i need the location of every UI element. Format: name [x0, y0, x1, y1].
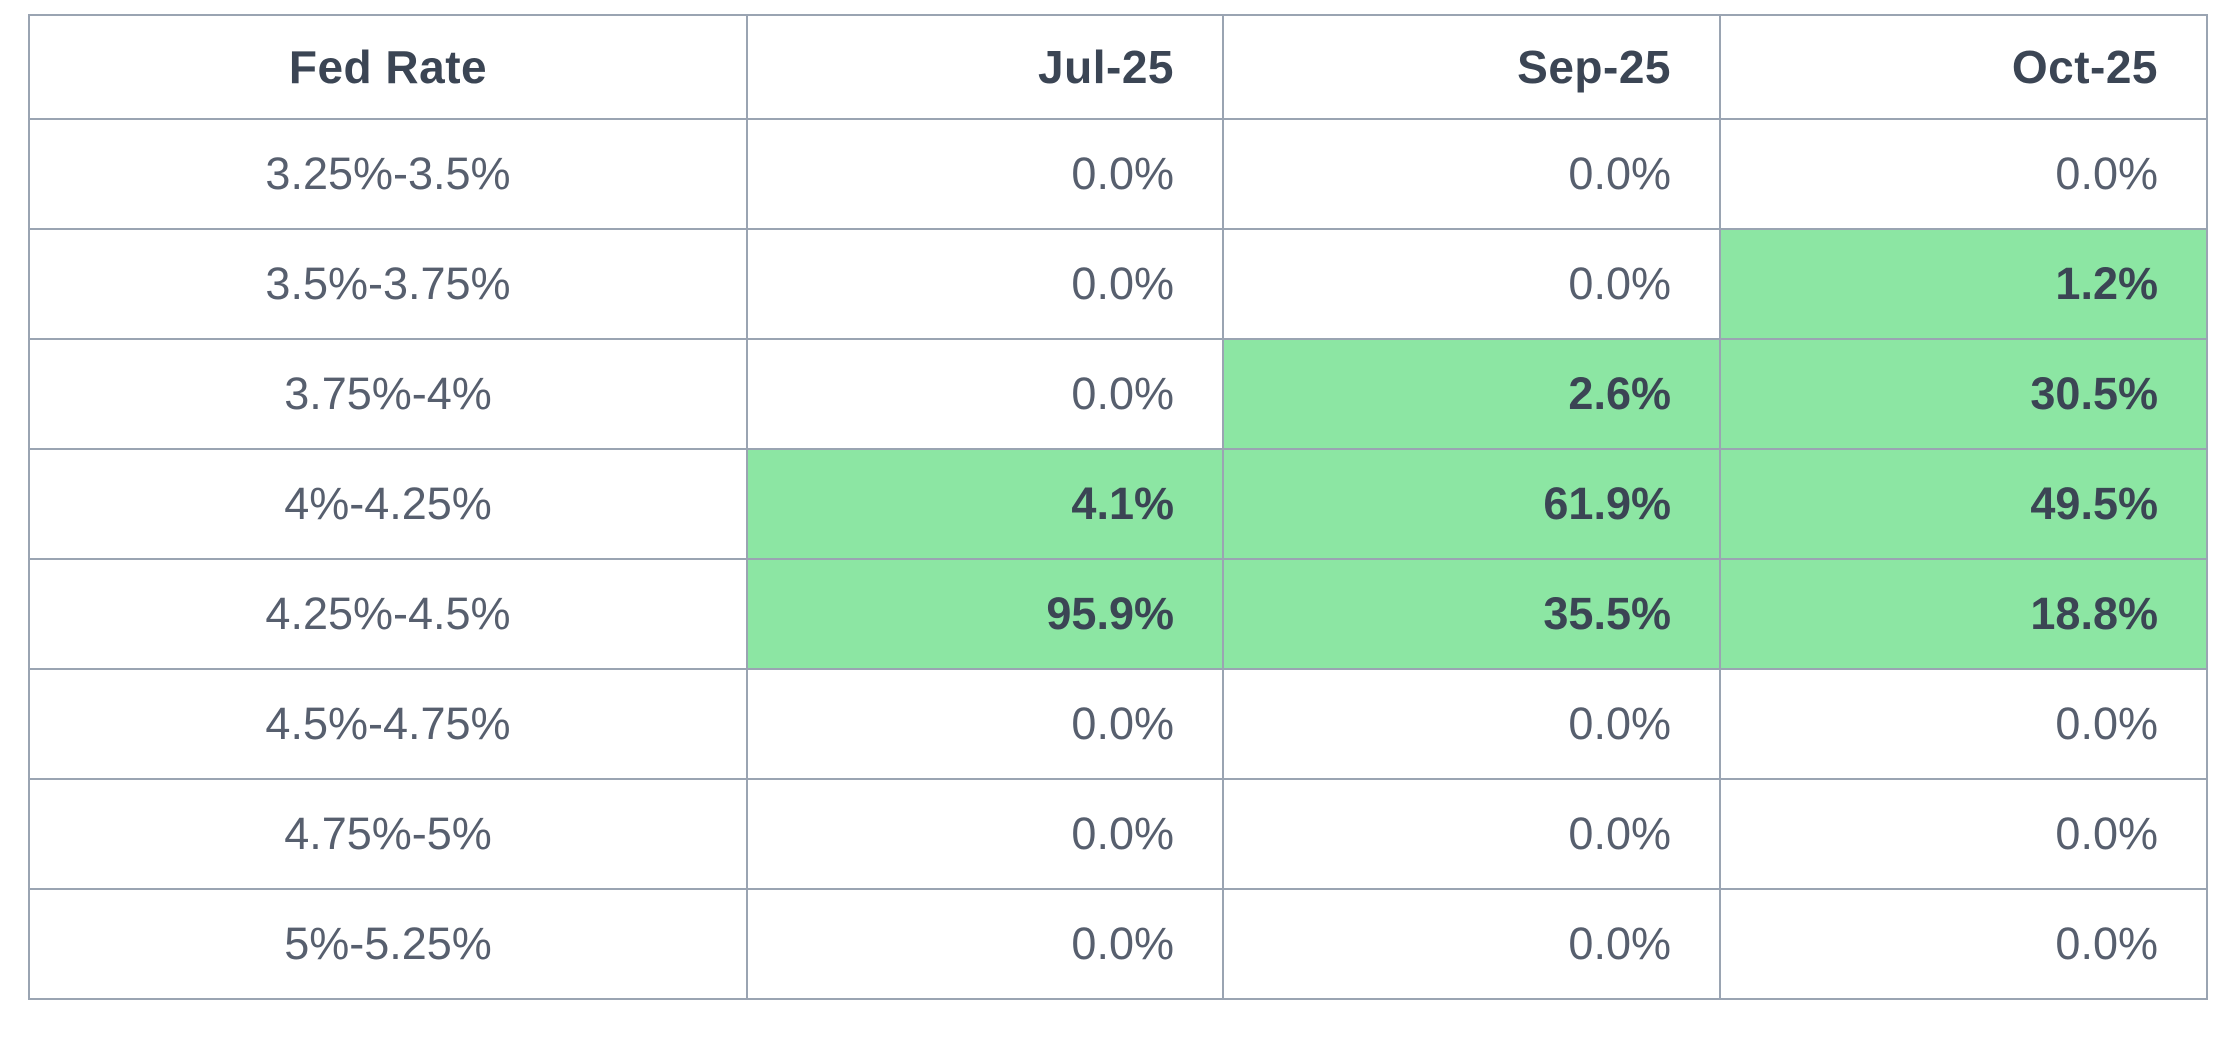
header-row: Fed Rate Jul-25 Sep-25 Oct-25 — [28, 14, 2208, 120]
probability-cell: 0.0% — [746, 668, 1224, 780]
table-row: 5%-5.25% 0.0% 0.0% 0.0% — [28, 888, 2208, 1000]
column-header-jul-25: Jul-25 — [746, 14, 1224, 120]
probability-cell: 0.0% — [1719, 778, 2208, 890]
row-label: 3.5%-3.75% — [28, 228, 748, 340]
probability-cell: 0.0% — [1222, 778, 1721, 890]
probability-cell: 0.0% — [1222, 668, 1721, 780]
row-label: 4.75%-5% — [28, 778, 748, 890]
probability-cell: 0.0% — [1719, 118, 2208, 230]
table-row: 3.25%-3.5% 0.0% 0.0% 0.0% — [28, 118, 2208, 230]
column-header-oct-25: Oct-25 — [1719, 14, 2208, 120]
probability-cell: 0.0% — [746, 228, 1224, 340]
column-header-sep-25: Sep-25 — [1222, 14, 1721, 120]
row-label: 5%-5.25% — [28, 888, 748, 1000]
probability-cell: 30.5% — [1719, 338, 2208, 450]
probability-cell: 61.9% — [1222, 448, 1721, 560]
probability-cell: 2.6% — [1222, 338, 1721, 450]
probability-cell: 0.0% — [1222, 888, 1721, 1000]
fed-rate-probability-table: Fed Rate Jul-25 Sep-25 Oct-25 3.25%-3.5%… — [28, 14, 2208, 1000]
probability-cell: 0.0% — [746, 778, 1224, 890]
probability-cell: 49.5% — [1719, 448, 2208, 560]
column-header-fed-rate: Fed Rate — [28, 14, 748, 120]
row-label: 3.25%-3.5% — [28, 118, 748, 230]
probability-cell: 0.0% — [1719, 668, 2208, 780]
probability-cell: 0.0% — [746, 338, 1224, 450]
probability-cell: 95.9% — [746, 558, 1224, 670]
probability-cell: 0.0% — [1222, 228, 1721, 340]
probability-cell: 18.8% — [1719, 558, 2208, 670]
table-row: 4.5%-4.75% 0.0% 0.0% 0.0% — [28, 668, 2208, 780]
probability-cell: 0.0% — [1719, 888, 2208, 1000]
probability-cell: 0.0% — [746, 118, 1224, 230]
table-row: 4.75%-5% 0.0% 0.0% 0.0% — [28, 778, 2208, 890]
row-label: 4.5%-4.75% — [28, 668, 748, 780]
table-row: 4.25%-4.5% 95.9% 35.5% 18.8% — [28, 558, 2208, 670]
table-row: 4%-4.25% 4.1% 61.9% 49.5% — [28, 448, 2208, 560]
probability-cell: 35.5% — [1222, 558, 1721, 670]
row-label: 4%-4.25% — [28, 448, 748, 560]
table-row: 3.5%-3.75% 0.0% 0.0% 1.2% — [28, 228, 2208, 340]
probability-cell: 4.1% — [746, 448, 1224, 560]
probability-cell: 0.0% — [746, 888, 1224, 1000]
probability-cell: 1.2% — [1719, 228, 2208, 340]
row-label: 3.75%-4% — [28, 338, 748, 450]
table-row: 3.75%-4% 0.0% 2.6% 30.5% — [28, 338, 2208, 450]
row-label: 4.25%-4.5% — [28, 558, 748, 670]
fed-rate-table: Fed Rate Jul-25 Sep-25 Oct-25 3.25%-3.5%… — [28, 14, 2208, 1000]
probability-cell: 0.0% — [1222, 118, 1721, 230]
